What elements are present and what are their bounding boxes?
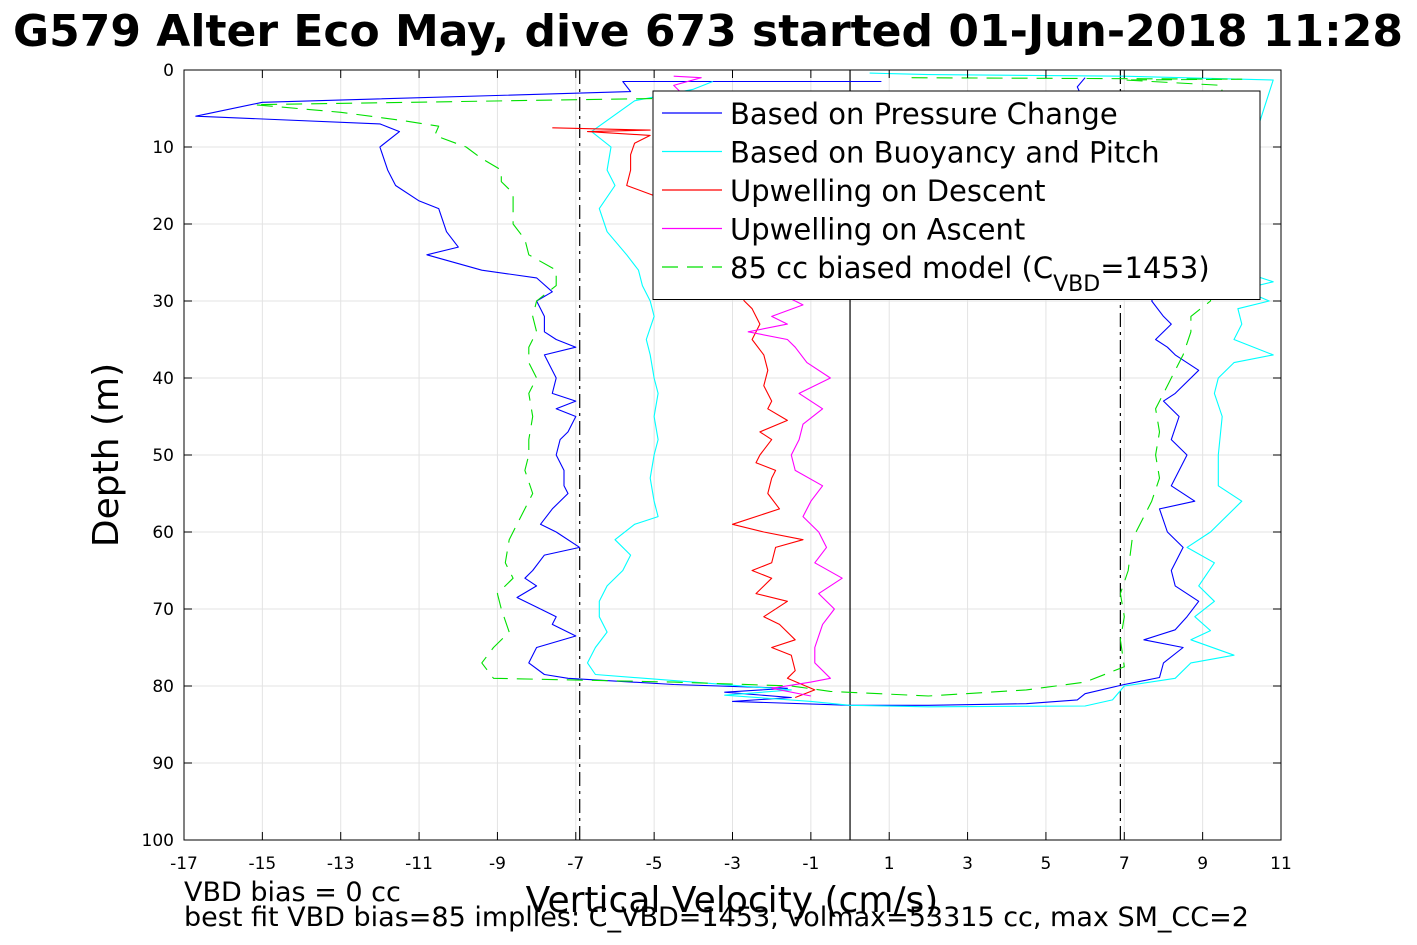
axis-ticks: -17 -15 -13 -11 -9 -7 -5 -3 -1 1 3 5 7 9 1101020304050… (142, 61, 1292, 874)
x-tick-label: 11 (1270, 854, 1292, 874)
series-line (253, 77, 1243, 697)
x-axis-label: Vertical Velocity (cm/s) (526, 880, 939, 921)
y-tick-label: 80 (152, 677, 174, 697)
y-tick-label: 40 (152, 369, 174, 389)
legend-label: Upwelling on Ascent (730, 213, 1025, 247)
series-group (195, 72, 1274, 708)
y-axis-label: Depth (m) (86, 363, 127, 547)
chart-title: G579 Alter Eco May, dive 673 started 01-… (13, 6, 1403, 57)
x-tick-label: 9 (1197, 854, 1208, 874)
x-tick-label: 1 (884, 854, 895, 874)
y-tick-label: 0 (163, 61, 174, 81)
x-tick-label: 7 (1119, 854, 1130, 874)
x-tick-label: 5 (1041, 854, 1052, 874)
y-tick-label: 90 (152, 754, 174, 774)
x-tick-label: -9 (489, 854, 506, 874)
legend-box (652, 90, 1261, 300)
series-line (586, 72, 1274, 708)
series-line (195, 77, 1200, 706)
x-tick-label: -1 (802, 854, 819, 874)
y-tick-label: 10 (152, 138, 174, 158)
x-tick-label: -13 (327, 854, 355, 874)
y-tick-label: 100 (142, 831, 174, 851)
y-tick-label: 30 (152, 292, 174, 312)
y-tick-label: 60 (152, 523, 174, 543)
legend: Based on Pressure Change Based on Buoyanc… (652, 90, 1261, 300)
y-tick-label: 70 (152, 600, 174, 620)
vbd-bias-note: VBD bias = 0 cc (184, 877, 401, 908)
x-tick-label: -15 (248, 854, 276, 874)
x-tick-label: -3 (724, 854, 741, 874)
best-fit-note: best fit VBD bias=85 implies: C_VBD=1453… (184, 902, 1249, 933)
y-tick-label: 20 (152, 215, 174, 235)
legend-label: Upwelling on Descent (730, 174, 1046, 208)
x-tick-label: -5 (646, 854, 663, 874)
series-line (673, 75, 843, 697)
legend-label: Based on Pressure Change (730, 97, 1118, 131)
legend-label: Based on Buoyancy and Pitch (730, 136, 1160, 170)
x-tick-label: -7 (567, 854, 584, 874)
x-tick-label: 3 (962, 854, 973, 874)
series-line (552, 127, 816, 699)
x-tick-label: -17 (170, 854, 198, 874)
y-tick-label: 50 (152, 446, 174, 466)
x-tick-label: -11 (405, 854, 433, 874)
